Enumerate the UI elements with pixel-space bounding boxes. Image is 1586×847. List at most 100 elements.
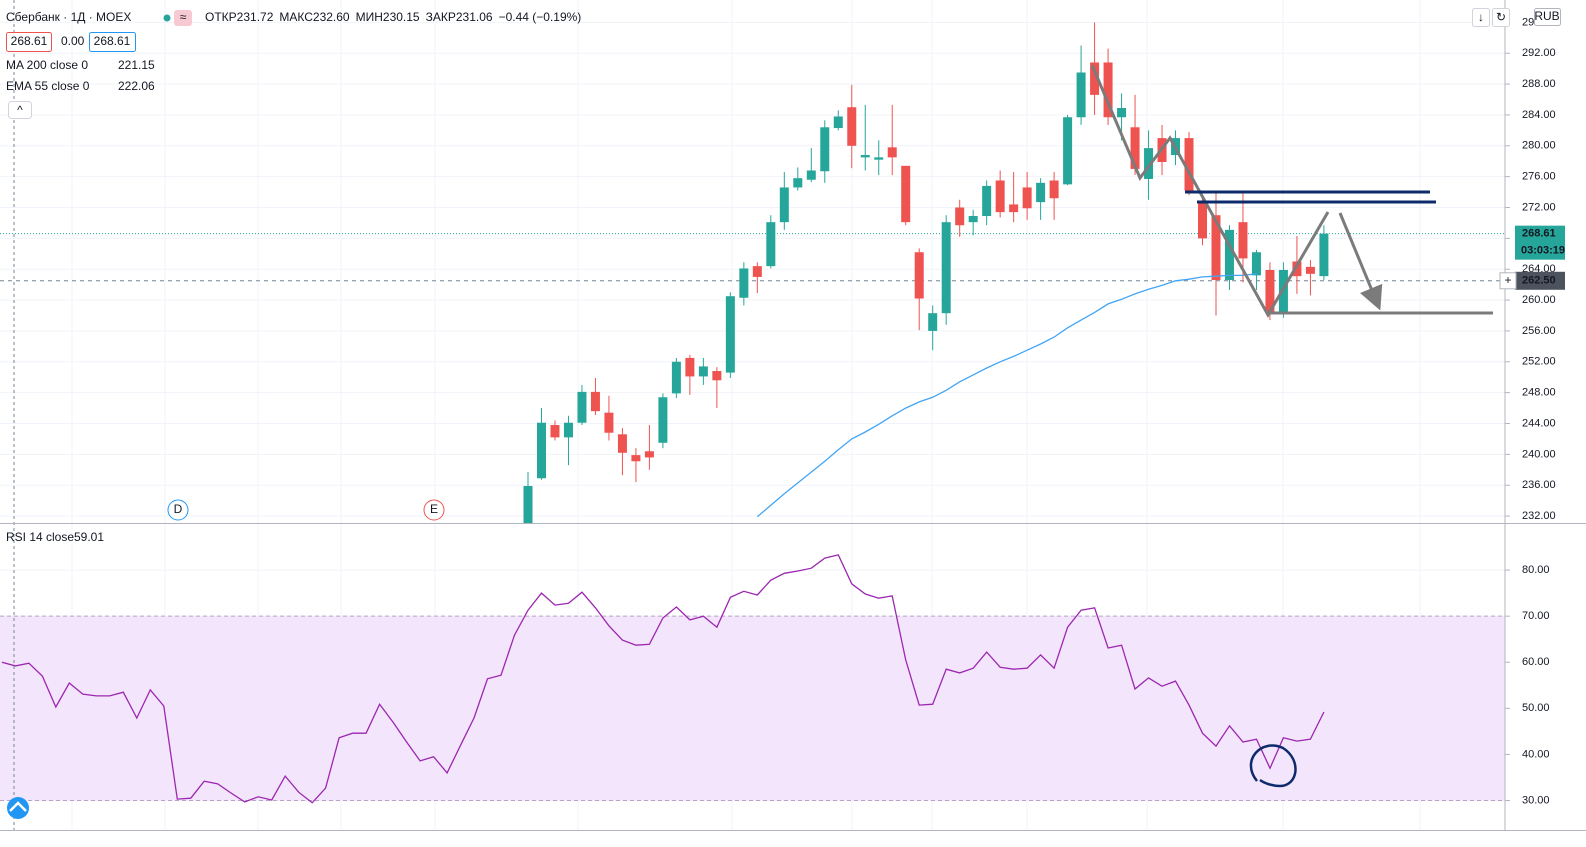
- ema-legend: EMA 55 close 0: [6, 79, 90, 93]
- price-axis: [1505, 0, 1586, 847]
- candle-body: [1036, 182, 1046, 203]
- candle-body: [604, 412, 614, 433]
- y-tick-label: 70.00: [1522, 610, 1550, 622]
- logo[interactable]: [7, 797, 29, 819]
- candle-body: [1090, 62, 1100, 95]
- last-price-box: [1515, 225, 1565, 260]
- candle-body: [1251, 252, 1261, 276]
- reset-icon: ↻: [1496, 10, 1506, 24]
- y-tick-label: 30.00: [1522, 794, 1550, 806]
- countdown: 03:03:19: [1521, 245, 1565, 257]
- candle-body: [1224, 229, 1234, 281]
- y-tick-label: 40.00: [1522, 748, 1550, 760]
- candle-body: [698, 366, 708, 377]
- y-tick-label: 288.00: [1522, 78, 1556, 90]
- candle-body: [536, 422, 546, 479]
- candle-body: [982, 185, 992, 216]
- candle-body: [1009, 204, 1019, 213]
- bid: 268.61: [11, 34, 48, 48]
- candle-body: [766, 222, 776, 267]
- y-tick-label: 50.00: [1522, 702, 1550, 714]
- ohlc-value: 231.72: [237, 10, 274, 24]
- candle-body: [914, 252, 924, 299]
- y-tick-label: 260.00: [1522, 294, 1556, 306]
- rsi-legend-value: 59.01: [74, 530, 104, 544]
- candle-body: [1265, 269, 1275, 314]
- candle-body: [995, 180, 1005, 213]
- scroll-button[interactable]: [1472, 8, 1490, 27]
- candle-body: [1184, 138, 1194, 191]
- candle-body: [1049, 180, 1059, 199]
- candle-body: [968, 215, 978, 223]
- currency: RUB: [1534, 9, 1559, 23]
- spread: 0.00: [61, 34, 85, 48]
- candle-body: [806, 170, 816, 180]
- dividend-marker[interactable]: [167, 499, 189, 521]
- drawings: [1090, 64, 1493, 788]
- earnings-marker[interactable]: [423, 499, 445, 521]
- candle-body: [1292, 261, 1302, 277]
- currency-box[interactable]: [1534, 8, 1561, 26]
- candle-body: [793, 178, 803, 188]
- candle-body: [631, 455, 641, 462]
- candle-body: [563, 422, 573, 438]
- status-dot: [163, 14, 171, 22]
- candle-body: [833, 116, 843, 129]
- y-tick-label: 280.00: [1522, 140, 1556, 152]
- ohlc-label: ОТКР: [205, 10, 237, 24]
- ma-legend: MA 200 close 0: [6, 58, 88, 72]
- y-tick-label: 240.00: [1522, 448, 1556, 460]
- candle-body: [590, 391, 600, 412]
- candle-body: [1211, 215, 1221, 281]
- y-tick-label: 80.00: [1522, 564, 1550, 576]
- scroll-icon: ↓: [1478, 10, 1484, 24]
- candle-body: [658, 397, 668, 443]
- bid-box[interactable]: [6, 32, 52, 52]
- marker-label: E: [430, 502, 438, 516]
- logo-icon: [9, 801, 27, 812]
- symbol: Сбербанк · 1Д · MOEX: [6, 10, 131, 24]
- change: −0.44 (−0.19%): [499, 10, 582, 24]
- ohlc-label: МИН: [356, 10, 383, 24]
- badge: [174, 10, 192, 26]
- ma-legend-value: 221.15: [118, 58, 155, 72]
- candle-body: [685, 357, 695, 377]
- y-tick-label: 292.00: [1522, 47, 1556, 59]
- candle-body: [671, 361, 681, 394]
- ohlc-label: МАКС: [279, 10, 313, 24]
- ask-box[interactable]: [89, 32, 136, 52]
- reset-button[interactable]: [1492, 8, 1510, 27]
- y-tick-label: 256.00: [1522, 325, 1556, 337]
- last-price-label: 268.61: [1522, 228, 1556, 240]
- candle-body: [1022, 187, 1032, 209]
- y-tick-label: 236.00: [1522, 479, 1556, 491]
- y-tick-label: 276.00: [1522, 171, 1556, 183]
- y-tick-label: 244.00: [1522, 417, 1556, 429]
- y-tick-label: 252.00: [1522, 356, 1556, 368]
- candle-body: [860, 155, 870, 158]
- add-button[interactable]: [1499, 272, 1517, 290]
- candle-body: [550, 425, 560, 438]
- y-tick-label: 248.00: [1522, 387, 1556, 399]
- collapse-icon: ^: [17, 103, 23, 117]
- candle-body: [901, 165, 911, 223]
- candle-body: [1319, 233, 1329, 277]
- candle-body: [941, 222, 951, 314]
- candle-body: [928, 313, 938, 331]
- candle-body: [779, 187, 789, 223]
- y-tick-label: 284.00: [1522, 109, 1556, 121]
- rsi-band: [0, 616, 1505, 801]
- ohlc-label: ЗАКР: [426, 10, 456, 24]
- candle-body: [1063, 117, 1073, 185]
- candle-body: [1238, 222, 1248, 259]
- y-tick-label: 272.00: [1522, 201, 1556, 213]
- ema-legend-value: 222.06: [118, 79, 155, 93]
- collapse-button[interactable]: [8, 101, 32, 119]
- time-axis: [0, 830, 1586, 847]
- ema-line: [756, 273, 1257, 518]
- candle-body: [712, 371, 722, 381]
- add-icon: +: [1504, 273, 1511, 287]
- candle-body: [725, 296, 735, 373]
- rsi-line: [1, 554, 1325, 804]
